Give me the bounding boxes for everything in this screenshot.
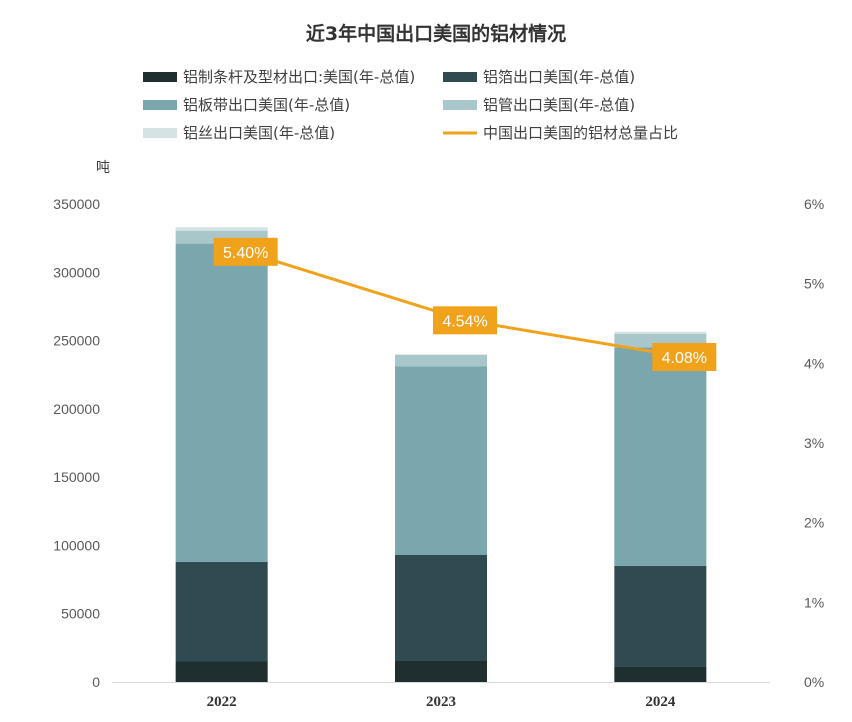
bar-segment [614,331,707,334]
y-tick-label: 100000 [53,537,100,553]
legend-item: 铝管出口美国(年-总值) [443,96,635,114]
y2-tick-label: 4% [804,355,824,371]
y-tick-label: 350000 [53,196,100,212]
legend-item: 铝箔出口美国(年-总值) [443,68,635,86]
legend-item: 中国出口美国的铝材总量占比 [443,124,678,142]
legend-label: 铝管出口美国(年-总值) [483,96,635,114]
legend-swatch [143,128,177,138]
share-label-text: 4.54% [442,313,487,330]
bar-segment [175,243,268,562]
y2-tick-label: 2% [804,515,824,531]
bar-segment [614,565,707,667]
y2-tick-label: 1% [804,594,824,610]
share-label-box [213,237,278,266]
legend-label: 铝制条杆及型材出口:美国(年-总值) [183,68,415,86]
y-axis-left: 0 50000 100000 150000 200000 250000 300000 3500… [53,196,100,690]
bar-segment [395,660,487,682]
y-tick-label: 150000 [53,469,100,485]
share-line-layer: 5.40% 4.54% 4.08% [213,237,717,371]
x-tick-label: 2024 [645,694,676,710]
bar-segment [614,666,707,682]
legend-item: 铝制条杆及型材出口:美国(年-总值) [143,68,415,86]
legend-item: 铝板带出口美国(年-总值) [143,96,350,114]
y2-tick-label: 0% [804,674,824,690]
y-tick-label: 250000 [53,333,100,349]
share-data-label: 5.40% [213,237,278,266]
legend-label: 铝丝出口美国(年-总值) [183,124,335,142]
bar-segment [395,354,487,355]
y2-tick-label: 3% [804,435,824,451]
legend-swatch [443,72,477,82]
x-tick-label: 2022 [207,694,237,710]
legend-swatch [143,100,177,110]
y2-tick-label: 5% [804,276,824,292]
share-label-box [652,342,717,371]
x-tick-label: 2023 [426,694,456,710]
bars [175,227,707,682]
x-axis: 2022 2023 2024 [207,694,676,710]
chart-title: 近3年中国出口美国的铝材情况 [306,22,566,45]
y-tick-label: 0 [92,674,100,690]
y-tick-label: 50000 [61,606,100,622]
bar-segment [614,347,707,566]
legend-item: 铝丝出口美国(年-总值) [143,124,335,142]
bar-segment [395,366,487,555]
legend-label: 中国出口美国的铝材总量占比 [483,124,678,142]
share-label-text: 4.08% [662,350,707,367]
y-tick-label: 300000 [53,264,100,280]
legend-swatch [443,100,477,110]
legend: 铝制条杆及型材出口:美国(年-总值) 铝箔出口美国(年-总值) 铝板带出口美国(年-… [143,68,678,142]
bar-segment [395,354,487,367]
y2-tick-label: 6% [804,196,824,212]
bar-segment [175,227,268,231]
y-tick-label: 200000 [53,401,100,417]
share-label-text: 5.40% [223,245,268,262]
y-axis-right: 0% 1% 2% 3% 4% 5% 6% [804,196,824,690]
bar-segment [175,561,268,662]
share-label-box [433,306,497,335]
bar-segment [395,554,487,661]
share-data-label: 4.54% [433,306,497,335]
legend-swatch [143,72,177,82]
y-axis-unit: 吨 [96,160,110,176]
legend-label: 铝箔出口美国(年-总值) [483,68,635,86]
legend-label: 铝板带出口美国(年-总值) [183,96,350,114]
bar-segment [175,661,268,682]
share-data-label: 4.08% [652,342,717,371]
